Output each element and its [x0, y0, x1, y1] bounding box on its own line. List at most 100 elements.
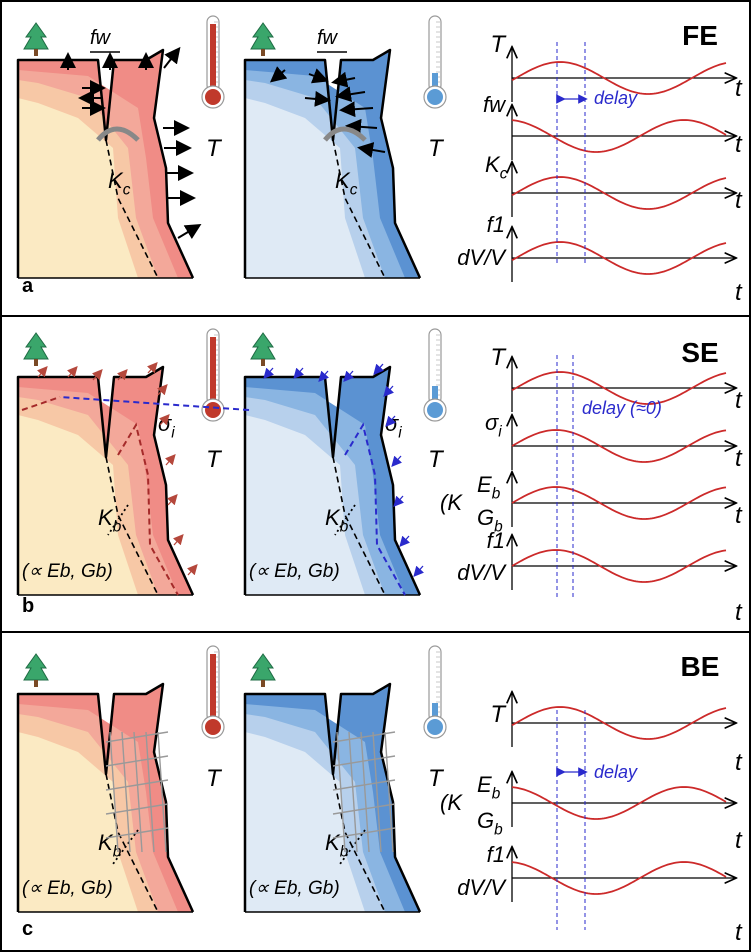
block-layer-4	[245, 684, 420, 912]
tree-icon	[23, 332, 49, 366]
grid-line	[332, 779, 396, 791]
stress-arrow	[91, 369, 103, 381]
proportional-label: (∝ Eb, Gb)	[249, 561, 340, 582]
temperature-label: T	[428, 765, 445, 792]
axis-label-t: t	[735, 445, 743, 472]
graph-label-dvv: dV/V	[457, 560, 507, 585]
graph-label-eb: Eb	[477, 472, 501, 503]
proportional-label: (∝ Eb, Gb)	[22, 878, 113, 899]
block-layer-4	[18, 50, 193, 278]
graph-series-b1	[512, 416, 735, 470]
thermometer-cold-icon	[423, 15, 447, 109]
block-outline	[16, 682, 195, 913]
panel-title-se: SE	[681, 337, 718, 368]
kb-label: Kb	[98, 830, 122, 861]
stress-arrow	[164, 454, 176, 466]
grid-line	[332, 755, 396, 767]
stress-arrow	[385, 415, 397, 427]
cold-block-sketch	[243, 682, 422, 913]
thermometer-cold-icon	[423, 645, 447, 739]
grid-line	[109, 731, 119, 853]
panel-title-fe: FE	[682, 20, 718, 51]
crack-path	[105, 773, 159, 913]
delay-label: delay	[594, 88, 638, 108]
thermometer-hot-icon	[201, 15, 225, 109]
temperature-label: T	[428, 135, 445, 162]
graph-fw-series	[512, 106, 735, 160]
thermometer-cold-icon	[423, 328, 447, 422]
graph-label-gb: Gb	[477, 808, 503, 839]
sine-curve	[511, 786, 727, 820]
temperature-label: T	[206, 135, 223, 162]
stress-arrow	[146, 362, 158, 374]
rotation-arrow	[323, 126, 367, 142]
force-arrow	[345, 118, 378, 135]
axis-label-t: t	[735, 187, 743, 214]
stress-arrow	[186, 564, 198, 576]
block-layer-4	[245, 50, 420, 278]
stress-path	[21, 396, 179, 596]
fw-label: fw	[317, 27, 339, 49]
crack-path	[332, 139, 386, 279]
block-layer-4	[245, 367, 420, 595]
stress-arrow	[391, 455, 403, 467]
grid-line	[332, 827, 396, 839]
tree-icon	[250, 22, 276, 56]
crack-path	[105, 456, 159, 596]
sine-curve	[511, 486, 727, 520]
sine-curve	[511, 549, 727, 583]
sine-curve	[511, 371, 727, 405]
stress-arrow	[293, 367, 305, 379]
rotation-arrow	[96, 126, 140, 142]
force-arrow	[304, 90, 331, 107]
grid-line	[384, 731, 394, 853]
stress-arrow	[66, 366, 78, 378]
stress-arrow	[263, 367, 275, 379]
graph-series-c1	[512, 773, 735, 827]
force-arrow	[339, 101, 374, 118]
stress-arrow	[36, 366, 48, 378]
stress-arrow	[373, 363, 385, 375]
temperature-label: T	[206, 446, 223, 473]
graph-label-eb: Eb	[477, 772, 501, 803]
axis-label-t: t	[735, 749, 743, 776]
force-arrow	[163, 46, 181, 69]
pointer-line	[339, 829, 366, 865]
graph-label-dvv: dV/V	[457, 875, 507, 900]
grid-line	[105, 827, 169, 839]
graph-label-kc: Kc	[485, 152, 508, 183]
stress-path	[59, 396, 406, 596]
temperature-label: T	[428, 446, 445, 473]
graph-series-c2	[512, 848, 735, 902]
axis-label-t: t	[735, 502, 743, 529]
block-layer-4	[18, 367, 193, 595]
sine-curve	[511, 176, 727, 210]
grid-line	[105, 755, 169, 767]
stress-arrow	[393, 495, 405, 507]
graph-label-sigma: σi	[485, 410, 502, 441]
pointer-line	[112, 829, 139, 865]
thermometer-hot-icon	[201, 328, 225, 422]
graph-label-T: T	[490, 344, 507, 371]
crack-path	[332, 456, 386, 596]
stress-arrow	[413, 565, 425, 577]
graph-label-kb-paren: (K	[440, 490, 463, 515]
stress-arrow	[156, 384, 168, 396]
axis-label-t: t	[735, 599, 743, 626]
kb-label: Kb	[98, 505, 122, 536]
graph-label-kb-paren: (K	[440, 790, 463, 815]
grid-line	[348, 731, 358, 853]
graph-label-f1: f1	[487, 528, 505, 553]
graph-label-dvv: dV/V	[457, 245, 507, 270]
tree-icon	[23, 22, 49, 56]
panel-c-letter: c	[22, 918, 33, 940]
axis-label-t: t	[735, 75, 743, 102]
sine-curve	[511, 119, 727, 153]
sine-curve	[511, 706, 727, 740]
panel-a-letter: a	[22, 275, 34, 297]
crack-path	[105, 139, 159, 279]
cold-block-sketch	[243, 365, 422, 596]
graph-series-b0	[512, 358, 735, 412]
graph-series-b3	[512, 536, 735, 590]
stress-arrow	[158, 414, 170, 426]
